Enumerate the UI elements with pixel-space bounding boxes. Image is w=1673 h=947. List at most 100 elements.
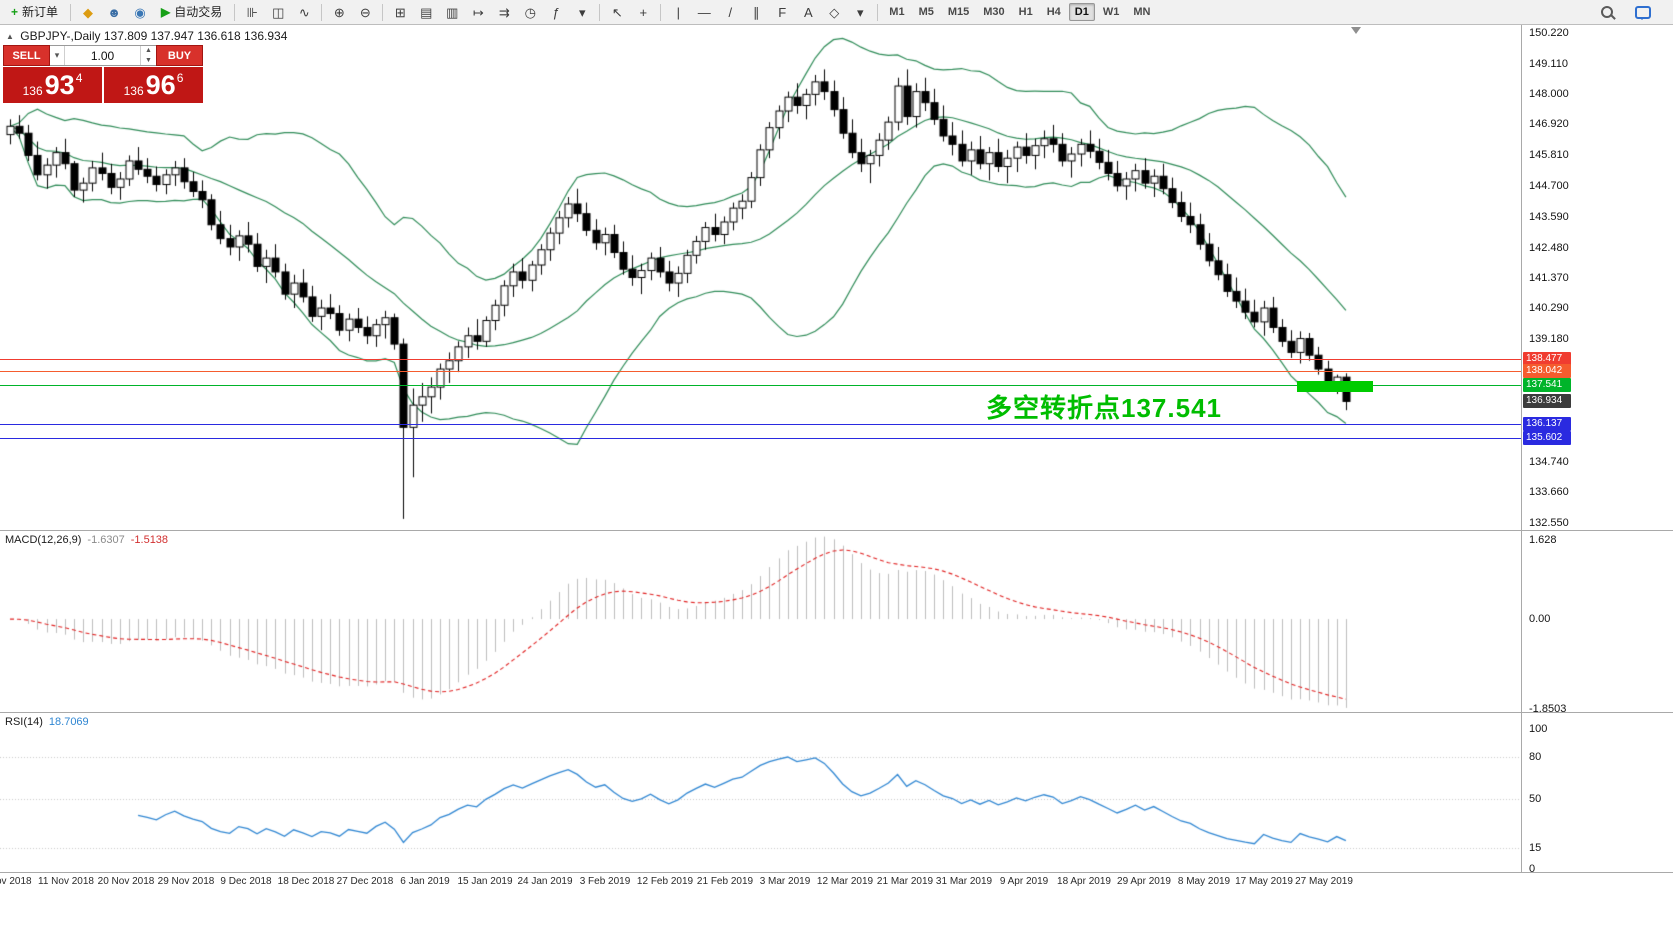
timeframe-mn-button[interactable]: MN [1133, 6, 1151, 18]
channel-icon[interactable]: ∥ [753, 4, 760, 20]
ask-point: 6 [176, 71, 184, 85]
zoom-in-icon[interactable]: ⊕ [333, 4, 345, 20]
vertical-line-icon[interactable]: | [676, 4, 680, 20]
line-chart-icon[interactable]: ∿ [298, 4, 310, 20]
new-order-button[interactable]: + 新订单 [4, 2, 65, 22]
price-scale-label: 141.370 [1529, 272, 1569, 284]
date-label: 15 Jan 2019 [457, 876, 513, 887]
auto-trading-button[interactable]: ▶ 自动交易 [154, 2, 229, 22]
ohlc-values: 137.809 137.947 136.618 136.934 [103, 29, 288, 43]
indicators-icon[interactable]: ƒ [552, 4, 560, 20]
level-badge-137.541: 137.541 [1523, 378, 1571, 392]
rsi-value: 18.7069 [48, 716, 89, 728]
navigator-icon[interactable]: ☻ [107, 4, 121, 20]
horizontal-line-137.541[interactable] [0, 385, 1521, 386]
terminal-icon[interactable]: ◉ [134, 4, 146, 20]
sell-button[interactable]: SELL [3, 45, 50, 66]
shapes-icon[interactable]: ◇ [829, 4, 840, 20]
arrange-windows-icon[interactable]: ▥ [446, 4, 459, 20]
candlestick-chart-icon[interactable]: ◫ [272, 4, 285, 20]
timeframe-m5-button[interactable]: M5 [918, 6, 934, 18]
horizontal-line-138.042[interactable] [0, 371, 1521, 372]
price-chart-canvas[interactable] [0, 25, 1521, 530]
new-order-icon: + [11, 5, 19, 19]
timeframe-m1-button[interactable]: M1 [889, 6, 905, 18]
arrows-dropdown-icon[interactable]: ▾ [857, 4, 864, 20]
macd-scale-label: -1.8503 [1529, 703, 1567, 715]
level-badge-136.137: 136.137 [1523, 417, 1571, 431]
horizontal-line-138.477[interactable] [0, 359, 1521, 360]
price-scale-label: 143.590 [1529, 211, 1569, 223]
buy-button[interactable]: BUY [156, 45, 203, 66]
chart-annotation[interactable]: 多空转折点137.541 [986, 393, 1222, 423]
ask-price-display[interactable]: 136 96 6 [104, 67, 203, 103]
macd-indicator-pane[interactable] [0, 530, 1521, 712]
templates-icon[interactable]: ▾ [579, 4, 586, 20]
macd-scale-label: 1.628 [1529, 534, 1557, 546]
trendline-icon[interactable]: / [728, 4, 733, 20]
level-badge-138.477: 138.477 [1523, 352, 1571, 366]
price-scale-label: 139.180 [1529, 333, 1569, 345]
chart-shift-marker[interactable] [1351, 27, 1361, 34]
period-icon[interactable]: ◷ [524, 4, 536, 20]
highlight-rectangle[interactable] [1297, 381, 1373, 392]
timeframe-d1-button[interactable]: D1 [1068, 3, 1095, 21]
collapse-icon[interactable]: ▲ [6, 32, 14, 41]
date-label: 24 Jan 2019 [517, 876, 573, 887]
ask-pips: 96 [145, 69, 176, 100]
volume-control: ▾ ▲ ▼ [50, 45, 156, 66]
rsi-scale-label: 100 [1529, 723, 1548, 735]
chart-shift-icon[interactable]: ⇉ [498, 4, 510, 20]
timeframe-w1-button[interactable]: W1 [1102, 6, 1120, 18]
date-label: 17 May 2019 [1235, 876, 1293, 887]
date-label: 9 Dec 2018 [220, 876, 272, 887]
pane-separator[interactable] [0, 712, 1673, 713]
date-label: 1 Nov 2018 [0, 876, 32, 887]
horizontal-line-136.137[interactable] [0, 424, 1521, 425]
rsi-scale-label: 80 [1529, 751, 1542, 763]
date-label: 6 Jan 2019 [400, 876, 450, 887]
cursor-icon[interactable]: ↖ [611, 4, 623, 20]
cascade-windows-icon[interactable]: ▤ [420, 4, 433, 20]
level-badge-138.042: 138.042 [1523, 364, 1571, 378]
volume-dropdown-icon[interactable]: ▾ [50, 46, 65, 65]
date-label: 9 Apr 2019 [999, 876, 1049, 887]
fibonacci-icon[interactable]: F [778, 4, 787, 20]
volume-steppers: ▲ ▼ [140, 46, 156, 65]
timeframe-m15-button[interactable]: M15 [947, 6, 970, 18]
horizontal-line-icon[interactable]: — [697, 4, 711, 20]
chart-title: ▲ GBPJPY-,Daily 137.809 137.947 136.618 … [6, 29, 287, 43]
price-scale[interactable]: 150.220 149.110 148.000 146.920 145.810 144.7… [1522, 0, 1673, 947]
volume-decrease-button[interactable]: ▼ [145, 56, 152, 64]
timeframe-h1-button[interactable]: H1 [1018, 6, 1033, 18]
market-watch-icon[interactable]: ◆ [83, 4, 94, 20]
macd-name: MACD(12,26,9) [5, 534, 82, 546]
chart-bottom-frame [0, 872, 1673, 873]
price-scale-label: 133.660 [1529, 486, 1569, 498]
timeframe-m30-button[interactable]: M30 [983, 6, 1005, 18]
toolbar-separator [382, 3, 384, 21]
date-label: 21 Feb 2019 [696, 876, 754, 887]
zoom-out-icon[interactable]: ⊖ [359, 4, 371, 20]
price-scale-label: 144.700 [1529, 180, 1569, 192]
crosshair-icon[interactable]: + [639, 4, 648, 20]
text-icon[interactable]: A [803, 4, 813, 20]
date-label: 3 Feb 2019 [579, 876, 631, 887]
tile-windows-icon[interactable]: ⊞ [394, 4, 406, 20]
community-icon[interactable] [1631, 1, 1655, 23]
date-label: 20 Nov 2018 [97, 876, 155, 887]
toolbar-separator [321, 3, 323, 21]
volume-increase-button[interactable]: ▲ [145, 47, 152, 55]
auto-scroll-icon[interactable]: ↦ [472, 4, 484, 20]
bar-chart-icon[interactable]: ⊪ [246, 4, 258, 20]
date-label: 27 May 2019 [1295, 876, 1353, 887]
pane-separator[interactable] [0, 530, 1673, 531]
horizontal-line-135.602[interactable] [0, 438, 1521, 439]
timeframe-h4-button[interactable]: H4 [1046, 6, 1061, 18]
search-icon[interactable] [1595, 1, 1619, 23]
rsi-indicator-pane[interactable] [0, 712, 1521, 872]
price-scale-label: 140.290 [1529, 302, 1569, 314]
volume-input[interactable] [65, 46, 140, 65]
bid-price-display[interactable]: 136 93 4 [3, 67, 102, 103]
